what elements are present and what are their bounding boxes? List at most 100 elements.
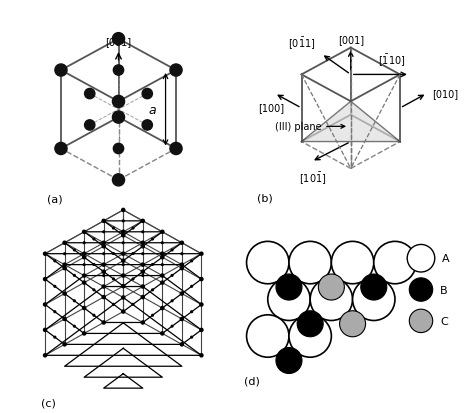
- Circle shape: [141, 220, 145, 223]
- Circle shape: [83, 242, 85, 244]
- Circle shape: [44, 329, 46, 332]
- Circle shape: [113, 66, 124, 76]
- Circle shape: [122, 286, 124, 288]
- Text: (a): (a): [47, 195, 63, 204]
- Circle shape: [93, 264, 95, 266]
- Circle shape: [113, 144, 124, 154]
- Circle shape: [152, 239, 154, 240]
- Circle shape: [122, 242, 124, 244]
- Circle shape: [170, 65, 182, 77]
- Circle shape: [63, 318, 66, 321]
- Circle shape: [142, 89, 153, 100]
- Circle shape: [297, 311, 323, 337]
- Circle shape: [200, 303, 203, 306]
- Circle shape: [102, 245, 105, 248]
- Circle shape: [142, 231, 144, 233]
- Circle shape: [180, 292, 183, 295]
- Circle shape: [161, 332, 164, 335]
- Circle shape: [122, 285, 125, 288]
- Circle shape: [82, 256, 86, 259]
- Circle shape: [141, 245, 145, 248]
- Circle shape: [122, 234, 125, 237]
- Circle shape: [122, 259, 125, 263]
- Text: [001]: [001]: [105, 37, 132, 47]
- Circle shape: [113, 253, 114, 255]
- Circle shape: [152, 289, 154, 291]
- Circle shape: [73, 325, 75, 327]
- Circle shape: [141, 285, 145, 288]
- Circle shape: [93, 239, 95, 240]
- Circle shape: [407, 245, 435, 272]
- Text: [010]: [010]: [432, 89, 458, 99]
- Circle shape: [102, 271, 105, 273]
- Circle shape: [200, 278, 203, 281]
- Circle shape: [82, 307, 86, 310]
- Text: (III) plane: (III) plane: [274, 122, 321, 132]
- Text: $[0\bar{1}1]$: $[0\bar{1}1]$: [288, 35, 316, 51]
- Circle shape: [132, 228, 134, 229]
- Circle shape: [289, 315, 331, 357]
- Circle shape: [112, 33, 125, 45]
- Circle shape: [141, 321, 145, 324]
- Circle shape: [64, 253, 65, 255]
- Circle shape: [82, 281, 86, 285]
- Polygon shape: [301, 102, 400, 142]
- Circle shape: [161, 274, 164, 278]
- Circle shape: [200, 252, 203, 256]
- Circle shape: [339, 311, 365, 337]
- Circle shape: [103, 253, 105, 255]
- Circle shape: [54, 337, 56, 338]
- Circle shape: [93, 289, 95, 291]
- Circle shape: [112, 112, 125, 124]
- Circle shape: [113, 228, 114, 229]
- Circle shape: [141, 271, 145, 273]
- Circle shape: [73, 249, 75, 251]
- Circle shape: [54, 261, 56, 262]
- Circle shape: [180, 263, 183, 266]
- Circle shape: [200, 329, 203, 332]
- Circle shape: [353, 278, 395, 321]
- Circle shape: [102, 220, 105, 223]
- Circle shape: [122, 264, 124, 266]
- Circle shape: [54, 311, 56, 313]
- Circle shape: [83, 264, 85, 266]
- Circle shape: [122, 296, 125, 299]
- Circle shape: [63, 267, 66, 270]
- Circle shape: [161, 281, 164, 285]
- Circle shape: [122, 209, 125, 212]
- Circle shape: [276, 348, 302, 374]
- Circle shape: [180, 242, 183, 245]
- Text: A: A: [442, 254, 450, 263]
- Circle shape: [141, 263, 145, 266]
- Circle shape: [82, 252, 86, 256]
- Circle shape: [84, 89, 95, 100]
- Circle shape: [191, 286, 192, 287]
- Text: $a$: $a$: [148, 104, 157, 116]
- Circle shape: [181, 253, 183, 255]
- Circle shape: [142, 253, 144, 255]
- Circle shape: [374, 242, 416, 284]
- Circle shape: [152, 315, 154, 316]
- Text: [100]: [100]: [258, 103, 284, 113]
- Circle shape: [63, 343, 66, 346]
- Text: C: C: [440, 316, 447, 326]
- Circle shape: [161, 252, 164, 256]
- Circle shape: [170, 143, 182, 155]
- Circle shape: [409, 278, 433, 301]
- Text: (b): (b): [257, 193, 273, 203]
- Circle shape: [84, 121, 95, 131]
- Text: [001]: [001]: [337, 35, 364, 45]
- Circle shape: [102, 296, 105, 299]
- Circle shape: [162, 264, 163, 266]
- Circle shape: [63, 242, 66, 245]
- Circle shape: [361, 274, 387, 300]
- Circle shape: [103, 231, 105, 233]
- Circle shape: [331, 242, 374, 284]
- Circle shape: [289, 242, 331, 284]
- Circle shape: [63, 263, 66, 266]
- Circle shape: [73, 300, 75, 302]
- Circle shape: [102, 321, 105, 324]
- Circle shape: [171, 300, 173, 302]
- Circle shape: [93, 315, 95, 316]
- Circle shape: [112, 96, 125, 108]
